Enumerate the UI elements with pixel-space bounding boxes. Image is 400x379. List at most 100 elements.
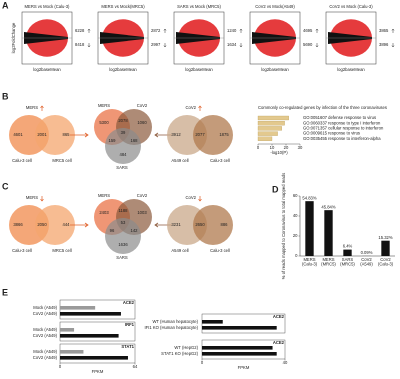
venn-count: 1060 (137, 120, 147, 125)
venn-set-label: A549 cell (171, 158, 188, 163)
panel-letter: B (2, 91, 9, 101)
up-count: 4695 (303, 28, 313, 33)
y-tick-label: 60 (293, 193, 298, 198)
venn-count: 886 (221, 222, 229, 227)
bar (257, 131, 278, 136)
panel-letter: C (2, 181, 9, 191)
venn-circle (35, 205, 75, 245)
x-tick-label: 30 (298, 145, 303, 150)
venn-title: CoV2 (137, 103, 148, 108)
y-axis-label: log2FoldChange (11, 22, 16, 53)
x-axis-label: log2baseMean (261, 67, 289, 72)
go-term: GO:0071357 cellular response to interfer… (303, 126, 384, 131)
bar-label: WT (HepG2) (174, 345, 198, 350)
venn-circle (193, 205, 233, 245)
x-axis-label: log2baseMean (109, 67, 137, 72)
x-axis-label: FPKM (92, 369, 104, 374)
x-tick-label: 0 (59, 364, 62, 369)
x-tick-label: 0 (257, 145, 260, 150)
down-arrow (87, 43, 91, 48)
venn-title: SARS (116, 165, 128, 170)
venn-count: 1003 (137, 210, 147, 215)
venn-count: 484 (120, 152, 128, 157)
flow-arrow (70, 132, 89, 138)
down-count: 8418 (75, 42, 85, 47)
bar-label: STAT1 KO (HepG2) (161, 351, 198, 356)
venn-count: 159 (109, 138, 117, 143)
direction-arrow (198, 105, 202, 111)
down-arrow (315, 43, 319, 48)
bar (305, 201, 314, 256)
venn-circle (193, 115, 233, 155)
y-axis-label: % of reads mapped to Coronavirus to tota… (281, 173, 286, 279)
bar (257, 126, 282, 131)
venn-title: CoV2 (186, 105, 197, 110)
value-label: 0.09% (361, 250, 373, 255)
bar (202, 320, 223, 324)
value-label: 45.84% (321, 204, 335, 209)
up-count: 2872 (151, 28, 161, 33)
bar (324, 210, 333, 256)
x-tick-label: SARS (342, 257, 354, 262)
down-arrow (163, 43, 167, 48)
venn-count: 3866 (13, 222, 23, 227)
plot-title: MERS vs Mock (Calu-3) (25, 4, 71, 9)
venn-circle (105, 218, 141, 254)
x-tick-label: 10 (270, 145, 275, 150)
plot-title: SARS vs Mock (MRC5) (177, 4, 221, 9)
venn-count: 2050 (37, 222, 47, 227)
x-tick-label: 20 (284, 145, 289, 150)
x-tick-label: CoV2 (380, 257, 391, 262)
x-tick-sublabel: (A549) (360, 262, 373, 267)
bar (257, 121, 285, 126)
venn-count: 4601 (13, 132, 23, 137)
bar (202, 326, 277, 330)
up-count: 6228 (75, 28, 85, 33)
x-axis-label: log2baseMean (185, 67, 213, 72)
chart-title: Commonly co-regulated genes by infection… (258, 105, 387, 110)
bar (60, 334, 119, 338)
bar-label: CoV2 (A549) (33, 311, 58, 316)
x-tick-label: 64 (133, 364, 138, 369)
venn-title: MERS (26, 195, 38, 200)
up-arrow (163, 28, 167, 33)
venn-count: 1636 (118, 242, 128, 247)
venn-set-label: Calu-3 cell (210, 158, 230, 163)
up-count: 1240 (227, 28, 237, 33)
bar (202, 346, 273, 350)
venn-set-label: Calu-3 cell (12, 158, 32, 163)
venn-count: 96 (110, 228, 115, 233)
flow-arrow (70, 222, 89, 228)
venn-set-label: Calu-3 cell (210, 248, 230, 253)
x-axis-label: FPKM (238, 365, 250, 370)
venn-count: 168 (131, 138, 139, 143)
venn-title: CoV2 (186, 195, 197, 200)
x-tick-label: MERS (322, 257, 334, 262)
x-axis-label: -log10(P) (270, 150, 288, 155)
down-count: 2997 (151, 42, 161, 47)
up-arrow (391, 28, 395, 33)
bar (257, 136, 273, 141)
up-count: 3865 (379, 28, 389, 33)
venn-set-label: Calu-3 cell (12, 248, 32, 253)
bar (202, 352, 277, 356)
down-count: 3896 (379, 42, 389, 47)
bar (60, 356, 128, 360)
bar-label: IFI1 KO (Human hepatocyte) (144, 325, 198, 330)
bar (381, 240, 390, 256)
plot-title: CoV2 vs Mock (Calu-3) (329, 4, 373, 9)
bar-label: Mock (A549) (33, 349, 57, 354)
down-count: 5690 (303, 42, 313, 47)
down-arrow (391, 43, 395, 48)
direction-arrow (198, 196, 202, 202)
x-axis-label: log2baseMean (33, 67, 61, 72)
venn-title: MERS (26, 105, 38, 110)
venn-count: 142 (131, 228, 139, 233)
venn-count: 3912 (171, 132, 181, 137)
y-tick-label: 40 (293, 213, 298, 218)
value-label: 54.83% (302, 195, 316, 200)
venn-count: 2077 (195, 132, 205, 137)
venn-title: MERS (98, 193, 110, 198)
venn-count: 3231 (171, 222, 181, 227)
